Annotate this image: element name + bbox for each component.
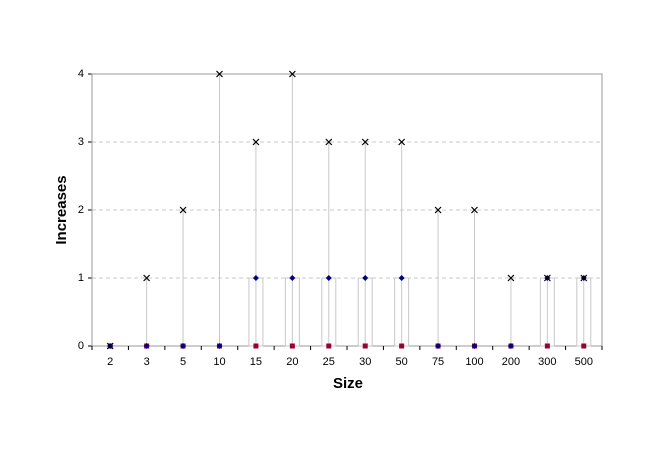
x-tick-label: 200 bbox=[502, 356, 520, 368]
x-marker bbox=[252, 138, 260, 146]
x-tick-label: 500 bbox=[575, 356, 593, 368]
diamond-marker bbox=[325, 275, 332, 281]
diamond-marker bbox=[252, 275, 259, 281]
x-tick-label: 3 bbox=[144, 356, 150, 368]
x-tick-label: 5 bbox=[180, 356, 186, 368]
square-marker bbox=[399, 343, 405, 349]
diamond-marker bbox=[143, 343, 150, 349]
diamond-marker bbox=[507, 343, 514, 349]
square-marker bbox=[253, 343, 259, 349]
y-tick-label: 4 bbox=[78, 68, 84, 80]
x-marker bbox=[471, 206, 478, 214]
square-marker bbox=[362, 343, 368, 349]
x-marker bbox=[179, 206, 187, 214]
x-marker bbox=[143, 274, 151, 282]
x-marker bbox=[325, 138, 333, 146]
diamond-marker bbox=[289, 275, 296, 281]
x-marker bbox=[434, 206, 442, 214]
x-tick-label: 100 bbox=[465, 356, 483, 368]
x-tick-label: 50 bbox=[396, 356, 408, 368]
diamond-marker bbox=[398, 275, 405, 281]
y-tick-label: 3 bbox=[78, 136, 84, 148]
x-marker bbox=[216, 70, 223, 78]
y-tick-label: 1 bbox=[78, 272, 84, 284]
y-tick-label: 0 bbox=[78, 340, 84, 352]
y-axis-title: Increases bbox=[53, 175, 70, 244]
diamond-marker bbox=[435, 343, 442, 349]
square-marker bbox=[581, 343, 587, 349]
diamond-marker bbox=[362, 275, 369, 281]
x-marker bbox=[543, 274, 551, 282]
diamond-marker bbox=[216, 343, 223, 349]
x-marker bbox=[106, 342, 114, 350]
x-marker bbox=[288, 70, 296, 78]
x-tick-label: 15 bbox=[250, 356, 262, 368]
diamond-marker bbox=[471, 343, 478, 349]
x-tick-label: 10 bbox=[213, 356, 225, 368]
square-marker bbox=[289, 343, 295, 349]
x-marker bbox=[507, 274, 515, 282]
y-tick-label: 2 bbox=[78, 204, 84, 216]
x-marker bbox=[361, 138, 369, 146]
square-marker bbox=[326, 343, 332, 349]
x-tick-label: 2 bbox=[107, 356, 113, 368]
x-tick-label: 75 bbox=[432, 356, 444, 368]
diamond-marker bbox=[180, 343, 187, 349]
x-tick-label: 30 bbox=[359, 356, 371, 368]
x-axis-title: Size bbox=[333, 375, 363, 392]
square-marker bbox=[544, 343, 550, 349]
x-tick-label: 25 bbox=[323, 356, 335, 368]
x-tick-label: 300 bbox=[538, 356, 556, 368]
x-marker bbox=[580, 274, 588, 282]
x-tick-label: 20 bbox=[286, 356, 298, 368]
x-marker bbox=[398, 138, 406, 146]
